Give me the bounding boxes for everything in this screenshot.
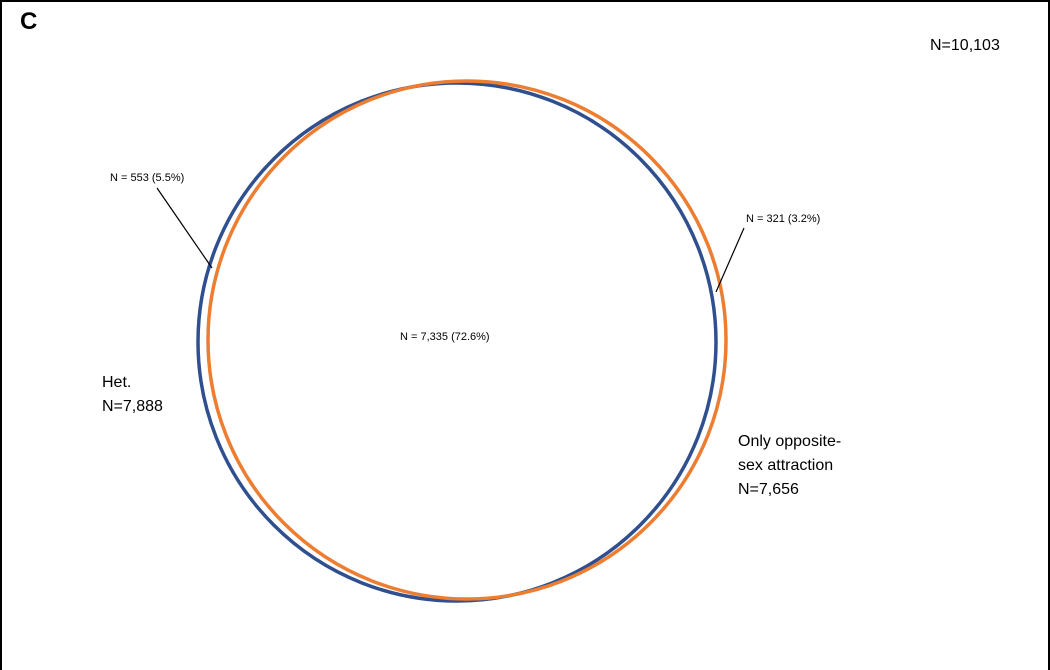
opposite-set-name-line1: Only opposite- xyxy=(738,433,842,450)
het-set-name: Het. xyxy=(102,374,132,391)
het-set-label: Het. N=7,888 xyxy=(102,371,163,419)
opposite-only-region-label: N = 321 (3.2%) xyxy=(746,213,821,225)
opposite-set-label: Only opposite- sex attraction N=7,656 xyxy=(738,430,841,502)
het-circle xyxy=(196,81,718,603)
panel-letter: C xyxy=(20,8,38,35)
opposite-only-callout-line xyxy=(715,227,745,293)
het-only-region-label: N = 553 (5.5%) xyxy=(110,172,185,184)
total-count: N=10,103 xyxy=(930,37,1000,54)
het-only-callout-line xyxy=(156,187,213,269)
overlap-region-label: N = 7,335 (72.6%) xyxy=(400,331,490,343)
opposite-set-count: N=7,656 xyxy=(738,481,799,498)
opposite-sex-circle xyxy=(206,79,728,601)
opposite-set-name-line2: sex attraction xyxy=(738,457,834,474)
het-set-count: N=7,888 xyxy=(102,398,163,415)
